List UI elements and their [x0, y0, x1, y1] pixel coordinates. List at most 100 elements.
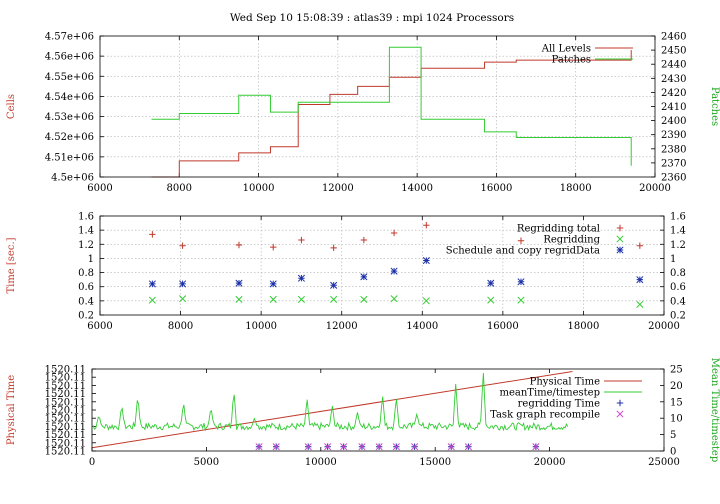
series-3-point [532, 443, 540, 451]
y2-tick-label: 2410 [661, 102, 686, 113]
x-tick-label: 18000 [560, 183, 592, 194]
y2-tick-label: 0.6 [670, 282, 686, 293]
y2-tick-label: 0.8 [670, 268, 686, 279]
x-tick-label: 10000 [245, 321, 277, 332]
y-tick-label: 1.2 [78, 240, 94, 251]
series-3-point [324, 443, 332, 451]
y2-tick-label: 2440 [661, 60, 686, 71]
x-tick-label: 16000 [481, 183, 513, 194]
y-tick-label: 1520.11 [45, 422, 86, 433]
y2-tick-label: 0.4 [670, 296, 686, 307]
legend-label: meanTime/timestep [499, 388, 600, 399]
legend-label: Patches [552, 55, 591, 66]
y-tick-label: 0.6 [78, 282, 94, 293]
series-1-point [517, 296, 525, 304]
y2-tick-label: 2380 [661, 144, 686, 155]
y2-tick-label: 2370 [661, 158, 686, 169]
series-2-point [269, 280, 277, 288]
series-2-point [636, 276, 644, 284]
series-1-point [422, 297, 430, 305]
x-tick-label: 14000 [406, 321, 438, 332]
series-1-point [297, 295, 305, 303]
x-tick-label: 12000 [326, 321, 358, 332]
panel-cells-patches: 6000 8000 10000 12000 14000 16000 18000 20000 4.… [6, 32, 720, 195]
series-0-point [179, 242, 186, 249]
y-tick-label: 4.51e+06 [45, 152, 94, 163]
panel-regridding-time: 6000 8000 10000 12000 14000 16000 18000 200000.… [6, 212, 686, 333]
series-2-point [179, 280, 187, 288]
legend-label: Task graph recompile [490, 410, 600, 421]
y2-tick-label: 15 [670, 397, 683, 408]
series-3-point [272, 443, 280, 451]
y2-tick-label: 5 [670, 430, 676, 441]
series-1-point [360, 295, 368, 303]
series-1-point [330, 295, 338, 303]
x-tick-label: 15000 [419, 457, 451, 468]
legend-label: Regridding [543, 235, 600, 246]
series-1-point [235, 295, 243, 303]
y2-tick-label: 2430 [661, 74, 686, 85]
x-tick-label: 5000 [194, 457, 219, 468]
y-tick-label: 0.4 [78, 296, 94, 307]
y2-tick-label: 1.4 [670, 226, 686, 237]
series-2-point [360, 273, 368, 281]
y2-tick-label: 10 [670, 414, 683, 425]
legend-label: regridding Time [518, 399, 600, 410]
x-tick-label: 10000 [243, 183, 275, 194]
legend-marker [616, 399, 624, 407]
x-tick-label: 12000 [322, 183, 354, 194]
x-tick-label: 10000 [305, 457, 337, 468]
y-tick-label: 4.54e+06 [45, 92, 94, 103]
x-tick-label: 20000 [639, 183, 671, 194]
y-tick-label: 1520.11 [45, 406, 86, 417]
series-2-point [297, 274, 305, 282]
x-tick-label: 20000 [534, 457, 566, 468]
series-0-point [636, 242, 644, 249]
page-title: Wed Sep 10 15:08:39 : atlas39 : mpi 1024… [230, 12, 514, 24]
series-2-point [235, 279, 243, 287]
legend-label: Regridding total [517, 224, 600, 235]
x-tick-label: 0 [89, 457, 95, 468]
series-3-point [340, 443, 348, 451]
series-1-point [487, 296, 495, 304]
plot-frame [99, 35, 656, 178]
plot-frame [99, 215, 665, 316]
y-tick-label: 0.8 [78, 268, 94, 279]
y2-tick-label: 0.2 [670, 311, 686, 322]
series-0-point [360, 236, 368, 244]
series-0-point [390, 229, 398, 237]
y2-tick-label: 0 [670, 447, 676, 458]
plot-frame [91, 368, 665, 452]
x-tick-label: 20000 [648, 321, 680, 332]
series-2-point [390, 267, 398, 275]
y-tick-label: 1.4 [78, 226, 94, 237]
series-0-point [149, 231, 156, 238]
y2-tick-label: 2360 [661, 173, 686, 184]
y-tick-label: 1520.11 [45, 447, 86, 458]
y2-tick-label: 2450 [661, 46, 686, 57]
y-tick-label: 4.53e+06 [45, 112, 94, 123]
panel-physical-time: 0 5000 10000 15000 20000 250001520.111520.111… [6, 358, 720, 468]
series-0-point [270, 243, 277, 251]
series-1-point [148, 296, 156, 304]
series-0-point [235, 241, 243, 249]
y-tick-label: 1520.11 [45, 365, 86, 376]
y2-tick-label: 1 [670, 254, 676, 265]
y2-tick-label: 1.6 [670, 212, 686, 223]
series-1-line [91, 372, 569, 432]
y2-tick-label: 2390 [661, 130, 686, 141]
series-1-point [390, 295, 398, 303]
y-tick-label: 1520.11 [45, 397, 86, 408]
series-3-point [392, 443, 400, 451]
y2-tick-label: 25 [670, 365, 683, 376]
series-3-point [358, 443, 366, 451]
series-3-point [464, 443, 472, 451]
y-tick-label: 1520.11 [45, 389, 86, 400]
y2-tick-label: 2420 [661, 88, 686, 99]
legend-marker [616, 224, 624, 232]
legend-label: Physical Time [530, 377, 600, 388]
series-0-point [423, 221, 430, 229]
y-axis-label: Time [sec.] [6, 237, 17, 293]
y2-axis-label: Mean Time/timestep [709, 358, 720, 462]
